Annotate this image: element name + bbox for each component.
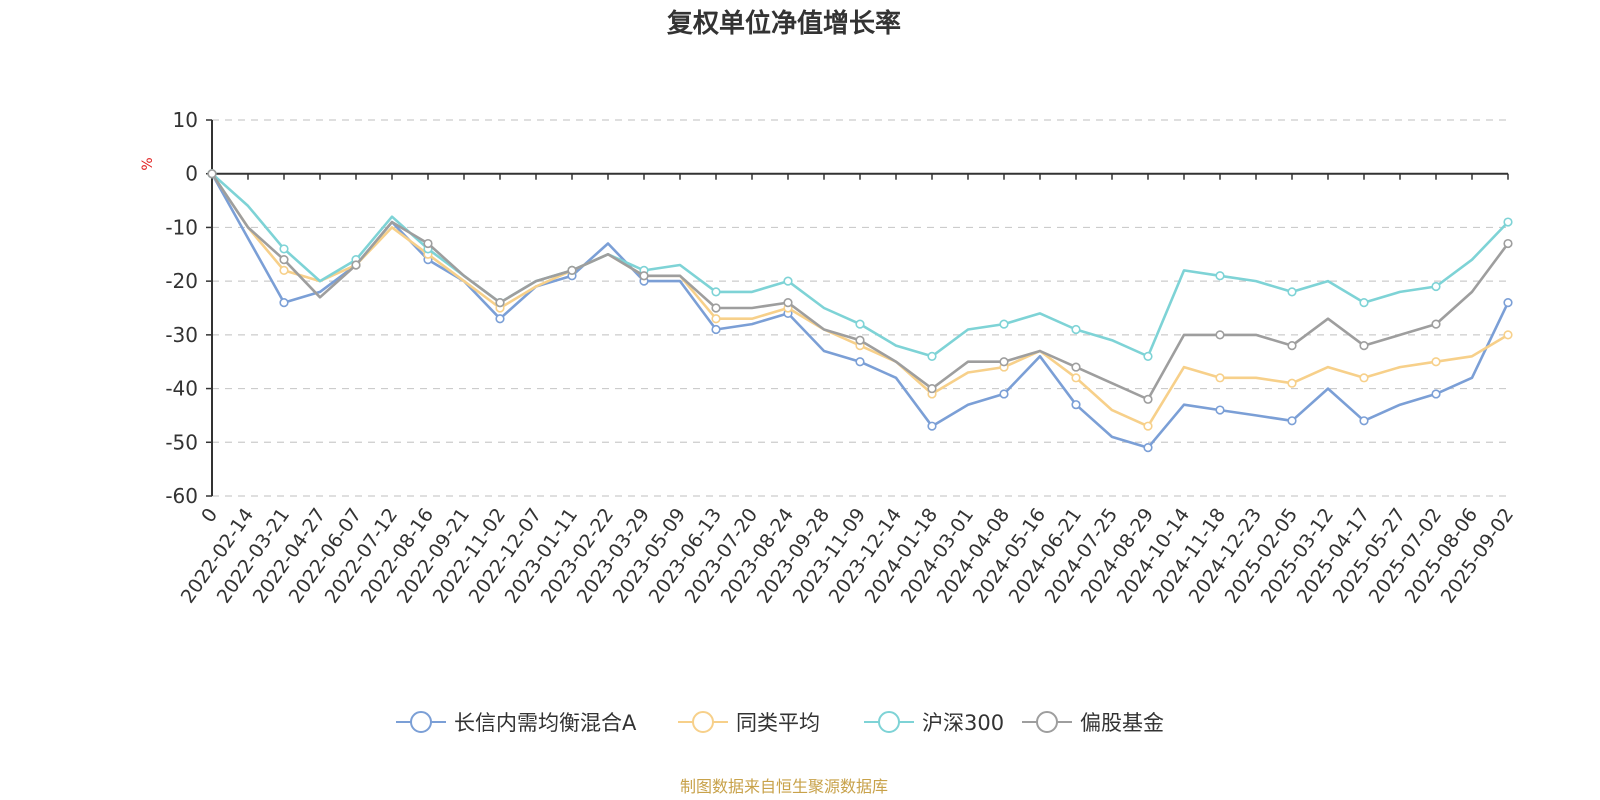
data-point [1287, 287, 1297, 297]
grid-lines [212, 119, 1508, 497]
data-point [855, 357, 865, 367]
data-point [279, 298, 289, 308]
legend-marker [1036, 711, 1058, 733]
data-point [711, 287, 721, 297]
legend-label: 偏股基金 [1080, 711, 1164, 735]
data-point [1359, 341, 1369, 351]
legend-marker [878, 711, 900, 733]
data-point [1215, 330, 1225, 340]
data-point [639, 271, 649, 281]
data-point [783, 276, 793, 286]
legend-marker [410, 711, 432, 733]
data-point [999, 319, 1009, 329]
legend-label: 沪深300 [922, 711, 1004, 735]
data-point [1503, 330, 1513, 340]
data-point [567, 265, 577, 276]
data-point [1215, 405, 1225, 415]
data-point [1071, 400, 1081, 410]
y-tick-label: 10 [173, 108, 198, 132]
legend-item[interactable]: 偏股基金 [1022, 711, 1164, 735]
data-point [1431, 357, 1441, 367]
data-point [351, 260, 361, 270]
data-point [1071, 373, 1081, 383]
y-tick-label: -10 [165, 215, 198, 239]
data-point [495, 314, 505, 324]
data-point [927, 421, 937, 431]
data-point [711, 303, 721, 313]
data-point [1431, 319, 1441, 329]
y-tick-label: -50 [165, 430, 198, 454]
y-tick-label: -20 [165, 269, 198, 293]
y-axis-unit: % [140, 157, 156, 170]
data-point [1287, 341, 1297, 351]
data-point [1503, 238, 1513, 249]
data-point [1503, 217, 1513, 227]
legend[interactable]: 长信内需均衡混合A 同类平均 沪深300 偏股基金 [396, 711, 1164, 735]
data-point [1071, 324, 1081, 335]
data-point [1503, 298, 1513, 308]
data-point [207, 169, 217, 179]
legend-item[interactable]: 沪深300 [864, 711, 1004, 735]
data-point [999, 389, 1009, 399]
y-tick-label: -30 [165, 323, 198, 347]
data-point [1287, 416, 1297, 426]
data-point [1215, 373, 1225, 383]
y-tick-label: -60 [165, 484, 198, 508]
legend-label: 长信内需均衡混合A [454, 711, 637, 735]
y-tick-label: -40 [165, 377, 198, 401]
series-lines [207, 169, 1513, 453]
data-point [927, 351, 937, 361]
data-point [1359, 298, 1369, 308]
data-point [855, 319, 865, 329]
data-point [711, 314, 721, 324]
data-point [1431, 281, 1441, 292]
x-tick-label: 0 [197, 504, 222, 527]
data-point [279, 255, 289, 265]
legend-item[interactable]: 长信内需均衡混合A [396, 711, 637, 735]
legend-item[interactable]: 同类平均 [678, 711, 820, 735]
data-point [1143, 443, 1153, 453]
series-line-1 [210, 172, 1509, 428]
data-point [1215, 271, 1225, 281]
data-point [783, 298, 793, 308]
data-point [1359, 416, 1369, 426]
series-line-0 [210, 173, 1510, 450]
data-point [855, 335, 865, 345]
data-point [1071, 362, 1081, 372]
data-point [1287, 378, 1297, 388]
data-point [1431, 389, 1441, 399]
data-point [1359, 373, 1369, 383]
legend-label: 同类平均 [736, 711, 820, 735]
data-point [495, 298, 505, 308]
data-point [1143, 421, 1153, 431]
data-point [279, 244, 289, 254]
chart-title: 复权单位净值增长率 [667, 8, 901, 39]
legend-marker [692, 711, 714, 733]
data-point [423, 238, 433, 249]
data-point [279, 265, 289, 276]
y-axis-ticks: 10 0 -10 -20 -30 -40 -50 -60 [165, 108, 212, 508]
data-point [1143, 394, 1153, 404]
source-note: 制图数据来自恒生聚源数据库 [680, 777, 888, 796]
data-point [1143, 351, 1153, 361]
data-point [999, 357, 1009, 367]
y-tick-label: 0 [185, 162, 198, 186]
data-point [711, 324, 721, 335]
data-point [927, 383, 937, 394]
